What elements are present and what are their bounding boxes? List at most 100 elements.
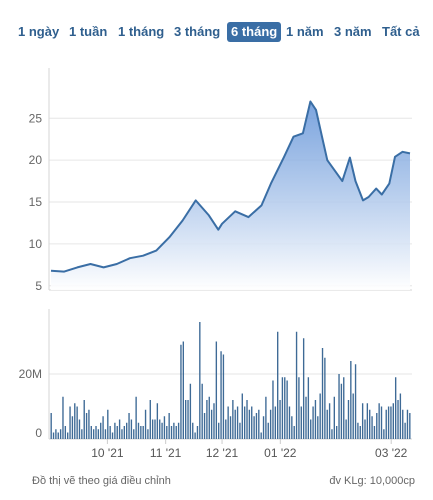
volume-bar: [85, 413, 88, 439]
volume-bar: [128, 413, 130, 439]
tab-tat-ca[interactable]: Tất cả: [382, 24, 420, 39]
volume-bar: [83, 400, 85, 439]
volume-bar: [109, 426, 111, 439]
volume-bar: [118, 419, 121, 439]
volume-bar: [258, 409, 260, 439]
volume-tick-label: 20M: [19, 367, 42, 381]
volume-bar: [59, 429, 62, 439]
volume-bar: [114, 422, 116, 439]
volume-bar: [62, 396, 64, 439]
volume-bar: [312, 406, 314, 439]
volume-bar: [402, 409, 404, 439]
volume-bar: [317, 416, 319, 439]
price-tick-label: 10: [29, 237, 43, 251]
price-tick-label: 15: [29, 195, 43, 209]
tab-3-nam[interactable]: 3 năm: [334, 24, 372, 39]
price-line: [50, 100, 411, 273]
volume-bar: [272, 380, 274, 439]
volume-bar: [151, 419, 154, 439]
volume-bar: [288, 406, 291, 439]
volume-bar: [232, 400, 234, 439]
volume-bar: [133, 429, 135, 439]
volume-bar: [352, 393, 354, 439]
volume-bar: [383, 429, 385, 439]
tab-1-thang[interactable]: 1 tháng: [118, 24, 165, 39]
volume-bar: [265, 396, 267, 439]
volume-bar: [319, 393, 321, 439]
tab-1-nam[interactable]: 1 năm: [286, 24, 324, 39]
volume-bar: [298, 377, 300, 439]
tab-1-tuan[interactable]: 1 tuần: [69, 24, 108, 39]
volume-bar: [142, 426, 144, 439]
volume-bar: [364, 419, 366, 439]
volume-bar: [369, 409, 371, 439]
volume-bar: [107, 409, 109, 439]
x-tick-label: 10 '21: [91, 446, 124, 460]
volume-bar: [177, 422, 180, 439]
x-tick-label: 11 '21: [150, 446, 182, 460]
volume-bar: [234, 409, 236, 439]
volume-bar: [390, 406, 392, 439]
volume-bar: [354, 364, 357, 439]
volume-bar: [397, 400, 399, 439]
price-area: [51, 101, 410, 290]
volume-bar: [350, 361, 352, 439]
volume-bar: [291, 416, 293, 439]
volume-bar: [225, 419, 227, 439]
volume-bar: [64, 426, 67, 439]
volume-bar: [335, 426, 338, 439]
volume-bar: [227, 406, 229, 439]
volume-bar: [102, 416, 104, 439]
volume-bar: [168, 413, 170, 439]
volume-bar: [399, 393, 402, 439]
volume-bar: [95, 426, 97, 439]
volume-bar: [373, 426, 376, 439]
tab-1-ngay[interactable]: 1 ngày: [18, 24, 60, 39]
volume-bar: [203, 413, 206, 439]
volume-bar: [126, 422, 128, 439]
volume-bar: [314, 400, 317, 439]
tab-3-thang[interactable]: 3 tháng: [174, 24, 221, 39]
volume-bar: [74, 403, 76, 439]
volume-bar: [147, 429, 149, 439]
tab-6-thang[interactable]: 6 tháng: [227, 22, 282, 42]
volume-bar: [274, 406, 277, 439]
volume-bar: [243, 406, 246, 439]
volume-bar: [380, 406, 383, 439]
volume-bar: [189, 383, 192, 439]
volume-bar: [159, 419, 161, 439]
volume-bar: [359, 426, 361, 439]
volume-bar: [88, 409, 90, 439]
volume-bar: [180, 344, 182, 439]
volume-bar: [196, 426, 199, 439]
price-plot: [50, 100, 411, 290]
volume-bar: [154, 419, 156, 439]
volume-bar: [239, 422, 241, 439]
volume-bar: [392, 403, 394, 439]
footer-unit: đv KLg: 10,000cp: [329, 475, 415, 487]
volume-bar: [310, 419, 312, 439]
volume-bar: [387, 406, 390, 439]
volume-bar: [279, 400, 281, 439]
volume-bar: [187, 400, 189, 439]
volume-bar: [286, 380, 288, 439]
volume-bar: [166, 426, 168, 439]
volume-bar: [302, 338, 305, 439]
x-tick-label: 12 '21: [206, 446, 239, 460]
volume-bar: [173, 422, 175, 439]
volume-bar: [90, 426, 92, 439]
volume-bar: [333, 396, 335, 439]
price-tick-label: 20: [29, 153, 43, 167]
volume-bar: [376, 413, 378, 439]
volume-bar: [248, 409, 251, 439]
range-tabs: 1 ngày 1 tuần 1 tháng 3 tháng 6 tháng 1 …: [0, 22, 433, 44]
volume-bar: [111, 432, 114, 439]
volume-bar: [182, 341, 184, 439]
volume-bar: [100, 422, 102, 439]
volume-bar: [135, 396, 137, 439]
volume-bar: [208, 396, 210, 439]
volume-bar: [220, 351, 222, 439]
volume-bar: [338, 374, 340, 439]
volume-bar: [357, 422, 359, 439]
